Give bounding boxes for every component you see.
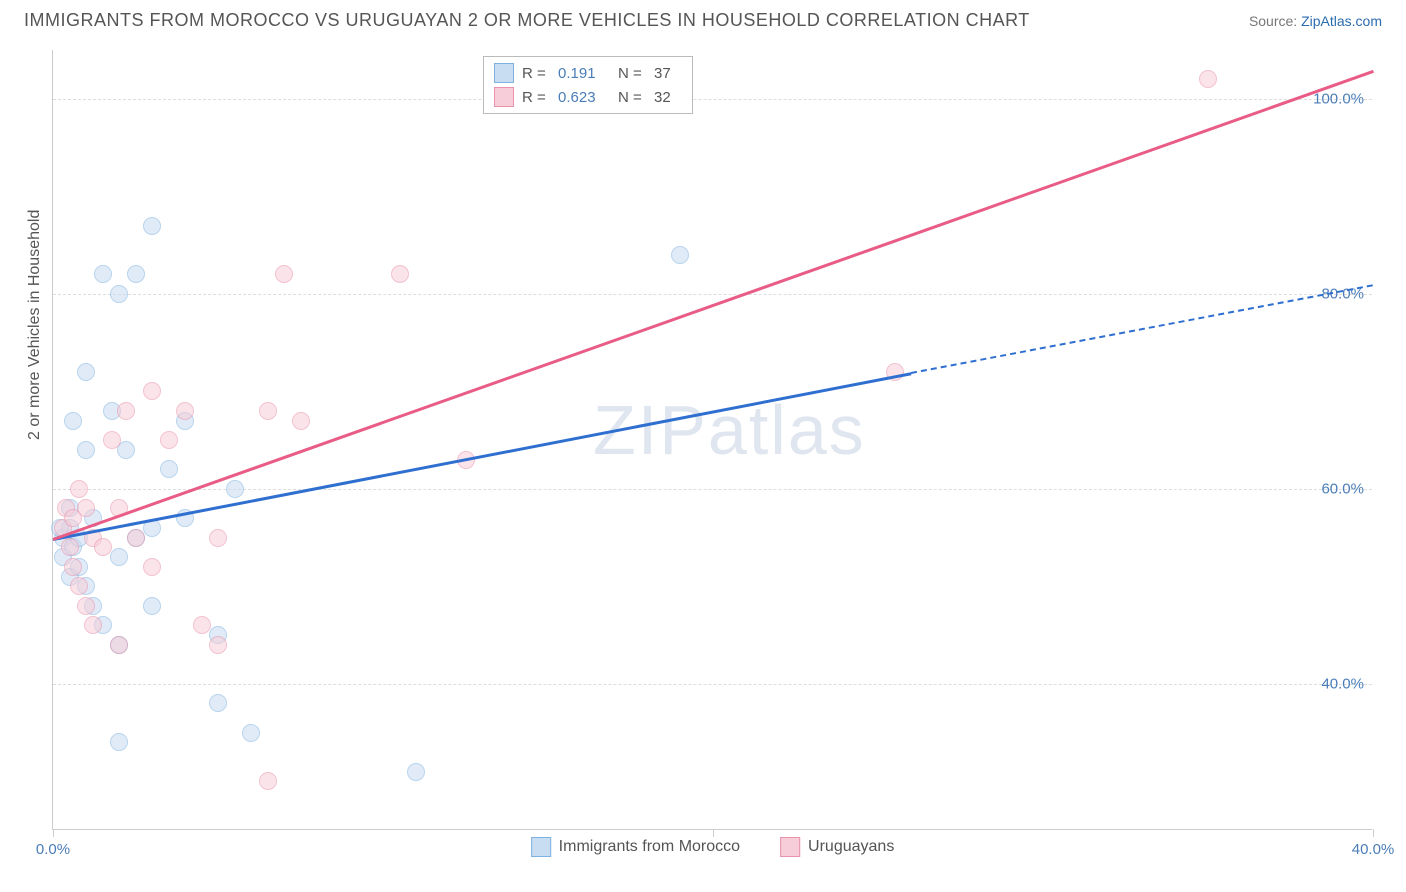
x-tick bbox=[1373, 829, 1374, 837]
data-point bbox=[143, 597, 161, 615]
data-point bbox=[94, 538, 112, 556]
data-point bbox=[70, 577, 88, 595]
gridline-h bbox=[53, 684, 1372, 685]
x-tick-label: 40.0% bbox=[1352, 841, 1395, 858]
data-point bbox=[259, 772, 277, 790]
legend-n-label: N = bbox=[618, 65, 646, 82]
data-point bbox=[671, 246, 689, 264]
legend-series: Immigrants from Morocco Uruguayans bbox=[531, 837, 895, 857]
trend-line bbox=[52, 70, 1373, 541]
data-point bbox=[103, 431, 121, 449]
legend-swatch bbox=[780, 837, 800, 857]
chart-title: IMMIGRANTS FROM MOROCCO VS URUGUAYAN 2 O… bbox=[24, 10, 1030, 31]
legend-r-value: 0.623 bbox=[558, 89, 610, 106]
legend-r-label: R = bbox=[522, 89, 550, 106]
data-point bbox=[61, 538, 79, 556]
legend-r-label: R = bbox=[522, 65, 550, 82]
legend-stats-row: R = 0.191 N = 37 bbox=[494, 61, 682, 85]
watermark-text: ZIPatlas bbox=[593, 390, 866, 470]
legend-stats-row: R = 0.623 N = 32 bbox=[494, 85, 682, 109]
data-point bbox=[143, 558, 161, 576]
x-tick bbox=[713, 829, 714, 837]
x-tick bbox=[53, 829, 54, 837]
data-point bbox=[70, 480, 88, 498]
legend-series-item: Immigrants from Morocco bbox=[531, 837, 740, 857]
gridline-h bbox=[53, 294, 1372, 295]
gridline-h bbox=[53, 99, 1372, 100]
y-tick-label: 60.0% bbox=[1321, 480, 1364, 497]
data-point bbox=[64, 558, 82, 576]
data-point bbox=[226, 480, 244, 498]
watermark-atlas: atlas bbox=[708, 391, 866, 469]
legend-swatch bbox=[531, 837, 551, 857]
data-point bbox=[94, 265, 112, 283]
data-point bbox=[143, 382, 161, 400]
data-point bbox=[64, 412, 82, 430]
scatter-chart: ZIPatlas 40.0%60.0%80.0%100.0%0.0%40.0%R… bbox=[52, 50, 1372, 830]
data-point bbox=[176, 402, 194, 420]
legend-series-item: Uruguayans bbox=[780, 837, 894, 857]
data-point bbox=[77, 499, 95, 517]
data-point bbox=[77, 597, 95, 615]
legend-swatch bbox=[494, 87, 514, 107]
y-tick-label: 40.0% bbox=[1321, 675, 1364, 692]
data-point bbox=[143, 217, 161, 235]
data-point bbox=[209, 529, 227, 547]
data-point bbox=[259, 402, 277, 420]
data-point bbox=[110, 285, 128, 303]
trend-line-extrapolated bbox=[911, 284, 1373, 374]
data-point bbox=[242, 724, 260, 742]
data-point bbox=[127, 265, 145, 283]
data-point bbox=[110, 733, 128, 751]
trend-line bbox=[53, 372, 912, 541]
data-point bbox=[209, 694, 227, 712]
legend-n-value: 37 bbox=[654, 65, 682, 82]
chart-header: IMMIGRANTS FROM MOROCCO VS URUGUAYAN 2 O… bbox=[0, 0, 1406, 35]
legend-r-value: 0.191 bbox=[558, 65, 610, 82]
data-point bbox=[110, 636, 128, 654]
data-point bbox=[160, 431, 178, 449]
data-point bbox=[127, 529, 145, 547]
data-point bbox=[292, 412, 310, 430]
data-point bbox=[77, 363, 95, 381]
data-point bbox=[391, 265, 409, 283]
legend-series-label: Uruguayans bbox=[808, 838, 894, 856]
y-axis-label: 2 or more Vehicles in Household bbox=[26, 210, 44, 440]
data-point bbox=[110, 548, 128, 566]
data-point bbox=[160, 460, 178, 478]
legend-stats: R = 0.191 N = 37 R = 0.623 N = 32 bbox=[483, 56, 693, 114]
legend-n-label: N = bbox=[618, 89, 646, 106]
legend-n-value: 32 bbox=[654, 89, 682, 106]
data-point bbox=[117, 402, 135, 420]
data-point bbox=[407, 763, 425, 781]
data-point bbox=[77, 441, 95, 459]
source-attribution: Source: ZipAtlas.com bbox=[1249, 13, 1382, 29]
data-point bbox=[193, 616, 211, 634]
legend-series-label: Immigrants from Morocco bbox=[559, 838, 740, 856]
source-link[interactable]: ZipAtlas.com bbox=[1301, 13, 1382, 29]
source-prefix: Source: bbox=[1249, 13, 1301, 29]
x-tick-label: 0.0% bbox=[36, 841, 70, 858]
data-point bbox=[275, 265, 293, 283]
legend-swatch bbox=[494, 63, 514, 83]
data-point bbox=[1199, 70, 1217, 88]
gridline-h bbox=[53, 489, 1372, 490]
y-tick-label: 100.0% bbox=[1313, 90, 1364, 107]
data-point bbox=[209, 636, 227, 654]
data-point bbox=[84, 616, 102, 634]
